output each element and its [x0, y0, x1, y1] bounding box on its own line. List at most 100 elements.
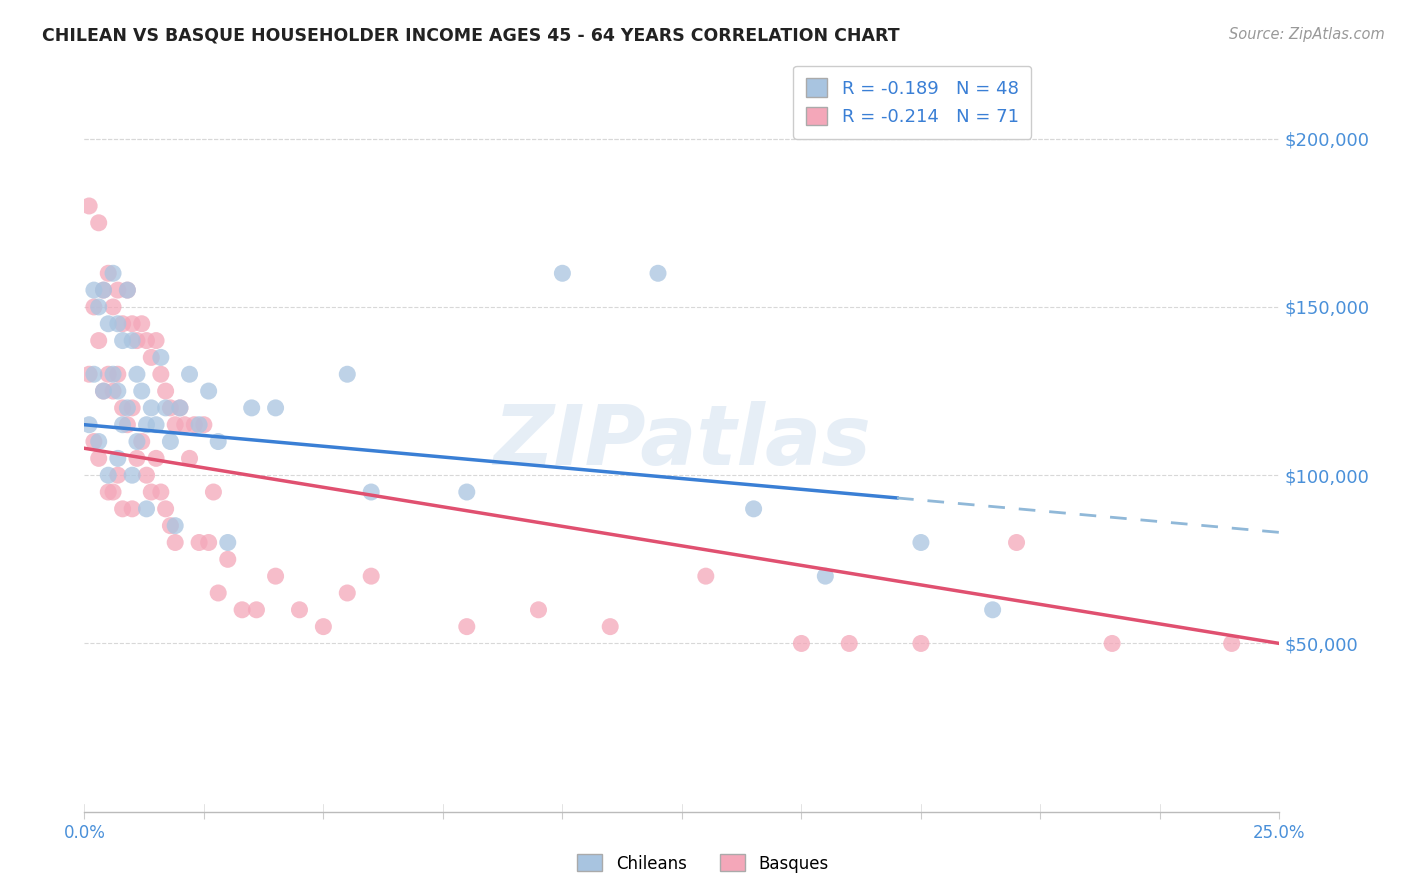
Point	[117, 283, 139, 297]
Point	[217, 535, 239, 549]
Point	[107, 368, 129, 382]
Point	[159, 518, 181, 533]
Point	[93, 384, 115, 398]
Point	[188, 417, 211, 432]
Point	[179, 368, 201, 382]
Point	[93, 283, 115, 297]
Point	[121, 317, 143, 331]
Point	[165, 417, 187, 432]
Point	[107, 468, 129, 483]
Point	[97, 266, 120, 280]
Text: Source: ZipAtlas.com: Source: ZipAtlas.com	[1229, 27, 1385, 42]
Point	[647, 266, 669, 280]
Point	[111, 501, 134, 516]
Point	[188, 535, 211, 549]
Point	[87, 334, 110, 348]
Point	[101, 485, 124, 500]
Point	[101, 300, 124, 314]
Point	[360, 569, 382, 583]
Point	[312, 619, 335, 633]
Point	[87, 434, 110, 449]
Point	[111, 317, 134, 331]
Point	[155, 401, 177, 415]
Point	[145, 451, 167, 466]
Point	[838, 636, 860, 650]
Point	[910, 535, 932, 549]
Point	[245, 603, 267, 617]
Point	[125, 368, 148, 382]
Point	[97, 468, 120, 483]
Point	[159, 434, 181, 449]
Point	[83, 283, 105, 297]
Point	[107, 451, 129, 466]
Point	[117, 417, 139, 432]
Point	[121, 334, 143, 348]
Legend: R = -0.189   N = 48, R = -0.214   N = 71: R = -0.189 N = 48, R = -0.214 N = 71	[793, 66, 1032, 138]
Point	[101, 266, 124, 280]
Point	[111, 401, 134, 415]
Point	[149, 351, 172, 365]
Point	[179, 451, 201, 466]
Point	[1220, 636, 1243, 650]
Point	[107, 384, 129, 398]
Point	[169, 401, 191, 415]
Point	[83, 300, 105, 314]
Point	[111, 334, 134, 348]
Point	[83, 368, 105, 382]
Point	[527, 603, 550, 617]
Point	[141, 351, 163, 365]
Text: CHILEAN VS BASQUE HOUSEHOLDER INCOME AGES 45 - 64 YEARS CORRELATION CHART: CHILEAN VS BASQUE HOUSEHOLDER INCOME AGE…	[42, 27, 900, 45]
Point	[336, 586, 359, 600]
Point	[695, 569, 717, 583]
Point	[101, 384, 124, 398]
Point	[360, 485, 382, 500]
Point	[217, 552, 239, 566]
Point	[93, 384, 115, 398]
Point	[264, 401, 287, 415]
Point	[1101, 636, 1123, 650]
Point	[165, 518, 187, 533]
Point	[125, 434, 148, 449]
Point	[107, 317, 129, 331]
Point	[814, 569, 837, 583]
Point	[264, 569, 287, 583]
Point	[97, 317, 120, 331]
Legend: Chileans, Basques: Chileans, Basques	[571, 847, 835, 880]
Point	[145, 334, 167, 348]
Point	[910, 636, 932, 650]
Point	[77, 368, 100, 382]
Point	[97, 368, 120, 382]
Point	[145, 417, 167, 432]
Point	[1005, 535, 1028, 549]
Point	[131, 384, 153, 398]
Point	[155, 384, 177, 398]
Text: ZIPatlas: ZIPatlas	[494, 401, 870, 482]
Point	[101, 368, 124, 382]
Point	[742, 501, 765, 516]
Point	[149, 485, 172, 500]
Point	[202, 485, 225, 500]
Point	[135, 501, 157, 516]
Point	[159, 401, 181, 415]
Point	[131, 434, 153, 449]
Point	[77, 199, 100, 213]
Point	[77, 417, 100, 432]
Point	[135, 417, 157, 432]
Point	[87, 451, 110, 466]
Point	[117, 283, 139, 297]
Point	[207, 434, 229, 449]
Point	[107, 283, 129, 297]
Point	[165, 535, 187, 549]
Point	[599, 619, 621, 633]
Point	[87, 300, 110, 314]
Point	[111, 417, 134, 432]
Point	[183, 417, 205, 432]
Point	[141, 401, 163, 415]
Point	[231, 603, 253, 617]
Point	[288, 603, 311, 617]
Point	[551, 266, 574, 280]
Point	[125, 451, 148, 466]
Point	[197, 535, 219, 549]
Point	[149, 368, 172, 382]
Point	[117, 401, 139, 415]
